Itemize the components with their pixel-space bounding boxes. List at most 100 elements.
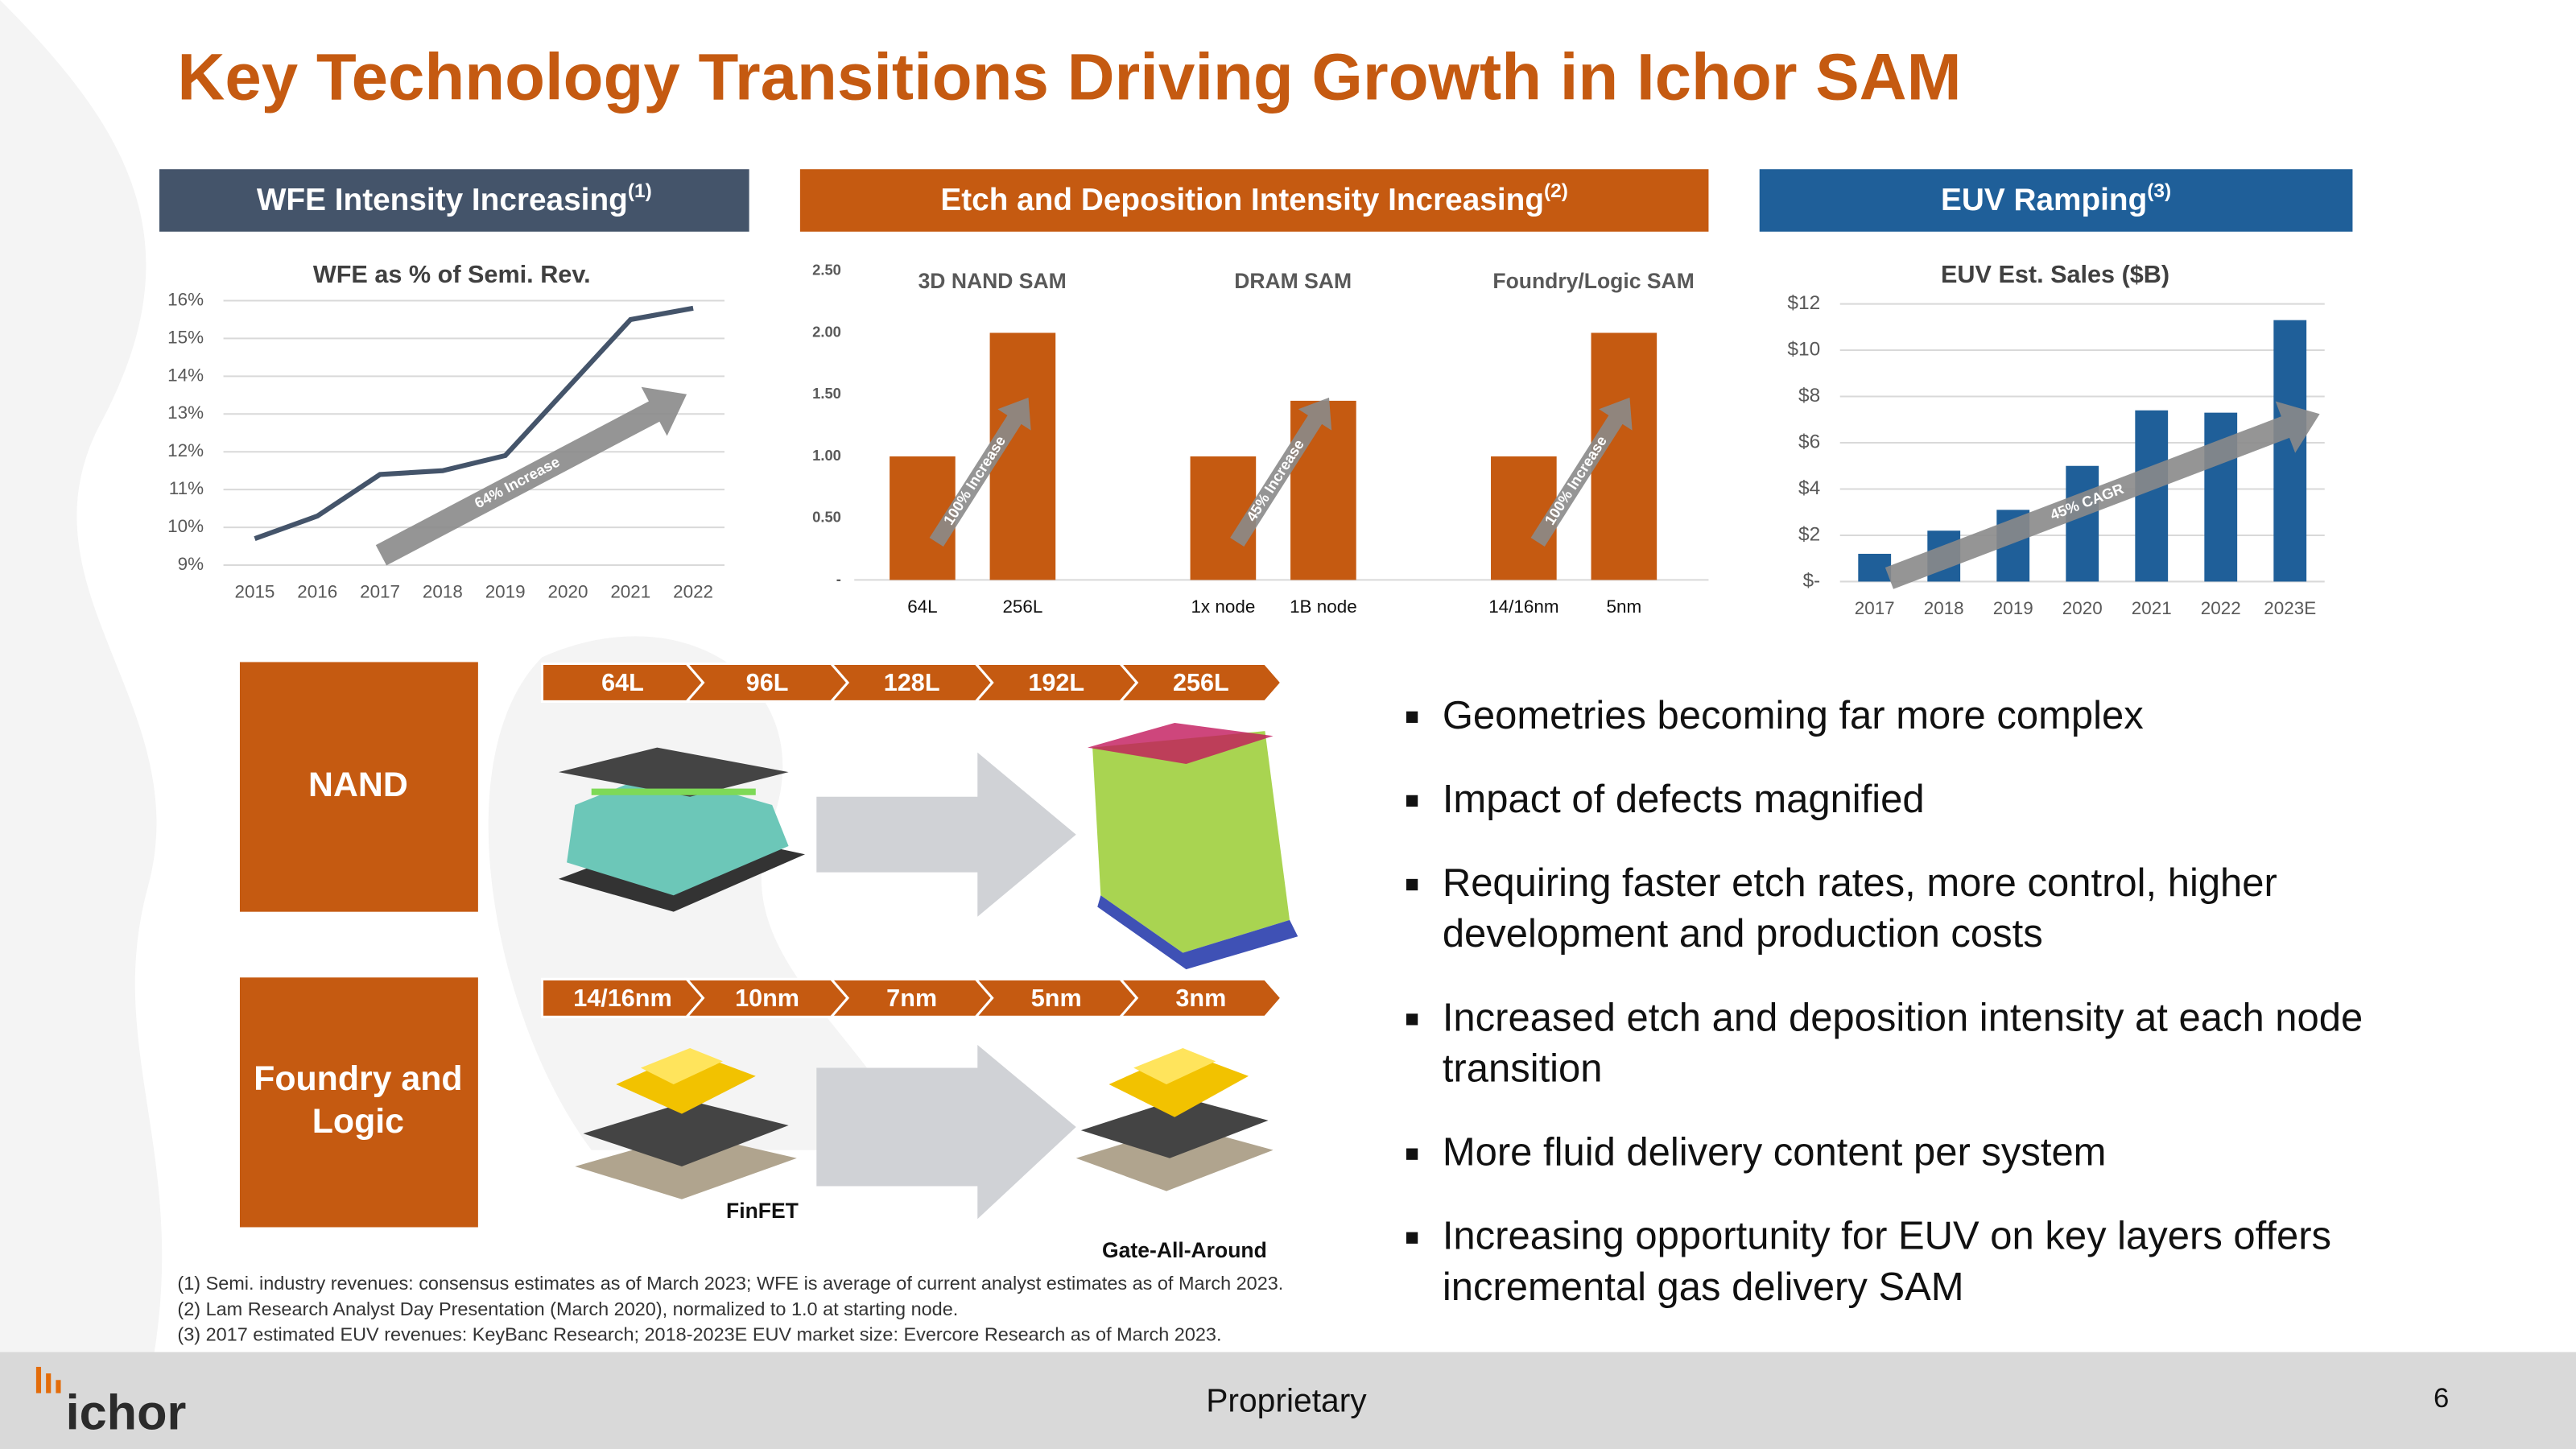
panel-header-note: (2)	[1544, 180, 1568, 202]
x-tick-label: 2019	[1993, 598, 2033, 618]
y-tick-label: 14%	[167, 365, 204, 385]
bullet-text: Requiring faster etch rates, more contro…	[1443, 861, 2277, 905]
y-tick-label: 1.00	[812, 447, 841, 464]
y-tick-label: 2.00	[812, 323, 841, 340]
nand-top	[1088, 722, 1274, 764]
footer-label: Proprietary	[1206, 1382, 1367, 1419]
group-title: 3D NAND SAM	[919, 269, 1067, 293]
bullet-marker	[1406, 1013, 1418, 1026]
y-tick-label: $4	[1798, 477, 1820, 499]
trend-arrow	[1885, 401, 2320, 589]
footer-band	[0, 1352, 2576, 1449]
y-tick-label: 0.50	[812, 509, 841, 526]
x-tick-label: 2021	[610, 582, 650, 602]
x-tick-label: 2018	[1924, 598, 1964, 618]
panel-header: WFE Intensity Increasing(1)	[257, 180, 652, 217]
y-tick-label: $2	[1798, 523, 1820, 545]
bullet-text: Impact of defects magnified	[1443, 778, 1925, 821]
y-tick-label: 12%	[167, 440, 204, 460]
line-series	[254, 305, 694, 542]
row-label: Logic	[312, 1102, 404, 1141]
x-tick-label: 2021	[2132, 598, 2172, 618]
x-tick-label: 2017	[1855, 598, 1895, 618]
bar	[1591, 332, 1657, 580]
panel-header: Etch and Deposition Intensity Increasing…	[940, 180, 1567, 217]
panel-header-text: WFE Intensity Increasing	[257, 183, 628, 217]
y-tick-label: 1.50	[812, 385, 841, 402]
oxide	[1080, 1097, 1269, 1158]
panel-header-bg	[799, 169, 1709, 232]
trend-arrow	[375, 386, 687, 566]
chart-title: EUV Est. Sales ($B)	[1941, 261, 2169, 288]
y-tick-label: $10	[1787, 339, 1820, 361]
panel-header-note: (3)	[2147, 180, 2171, 202]
x-tick-label: 2015	[234, 582, 275, 602]
row-box	[239, 662, 478, 912]
bar	[2273, 320, 2307, 582]
x-tick-label: 5nm	[1607, 597, 1642, 617]
panel-header-bg	[159, 169, 749, 232]
bullet-text: transition	[1443, 1047, 1603, 1091]
caption: Gate-All-Around	[1102, 1238, 1267, 1262]
x-tick-label: 1B node	[1290, 597, 1357, 617]
bullet-marker	[1406, 1232, 1418, 1244]
caption: FinFET	[726, 1199, 799, 1223]
footnote: (1) Semi. industry revenues: consensus e…	[177, 1273, 1283, 1294]
logo-bar	[46, 1373, 52, 1393]
panel-header-bg	[1759, 169, 2353, 232]
nand-base	[1097, 895, 1298, 970]
panel-header-note: (1)	[628, 180, 652, 202]
pillars	[591, 788, 756, 795]
y-tick-label: 10%	[167, 516, 204, 536]
layers	[567, 772, 789, 896]
x-tick-label: 2016	[297, 582, 337, 602]
y-tick-label: $-	[1802, 570, 1820, 592]
slide-title: Key Technology Transitions Driving Growt…	[177, 41, 1961, 114]
step-label: 256L	[1173, 669, 1229, 696]
trend-arrow	[1530, 397, 1633, 547]
x-tick-label: 2020	[548, 582, 588, 602]
panel-header-text: EUV Ramping	[1941, 183, 2147, 217]
bullet-marker	[1406, 711, 1418, 723]
bar	[2066, 465, 2099, 582]
chart-title: WFE as % of Semi. Rev.	[313, 261, 591, 288]
wave	[0, 0, 163, 1449]
y-tick-label: $6	[1798, 431, 1820, 452]
step-label: 14/16nm	[573, 985, 672, 1012]
substrate	[1075, 1125, 1274, 1191]
footnote: (2) Lam Research Analyst Day Presentatio…	[177, 1298, 958, 1319]
gate	[616, 1051, 756, 1114]
x-tick-label: 14/16nm	[1488, 597, 1558, 617]
big-arrow	[816, 1044, 1076, 1220]
step-label: 5nm	[1031, 985, 1082, 1012]
bullet-text: More fluid delivery content per system	[1443, 1131, 2107, 1174]
x-tick-label: 2022	[673, 582, 713, 602]
top-plate	[558, 747, 789, 797]
bullet-marker	[1406, 795, 1418, 807]
logo: ichor	[66, 1385, 187, 1439]
y-tick-label: $8	[1798, 385, 1820, 407]
trend-arrow	[1230, 397, 1332, 547]
bullet-text: development and production costs	[1443, 912, 2043, 956]
nand-illustration	[558, 722, 1298, 970]
step-label: 128L	[884, 669, 940, 696]
group-title: Foundry/Logic SAM	[1492, 269, 1694, 293]
bullet-text: Geometries becoming far more complex	[1443, 694, 2144, 737]
nand-block	[1092, 731, 1290, 953]
logo-mark	[35, 1366, 61, 1393]
y-tick-label: 16%	[167, 289, 204, 309]
panel-header: EUV Ramping(3)	[1941, 180, 2171, 217]
process-arrows	[816, 752, 1076, 1220]
row-box	[239, 977, 478, 1228]
y-tick-label: 9%	[178, 554, 204, 574]
step-label: 7nm	[886, 985, 937, 1012]
step-chevron	[1117, 977, 1283, 1018]
gate	[1108, 1051, 1249, 1117]
bar	[989, 332, 1056, 580]
bullet-marker	[1406, 878, 1418, 891]
bullet-text: Increased etch and deposition intensity …	[1443, 996, 2363, 1039]
x-tick-label: 1x node	[1191, 597, 1255, 617]
row-label: NAND	[308, 766, 408, 804]
step-label: 3nm	[1175, 985, 1226, 1012]
